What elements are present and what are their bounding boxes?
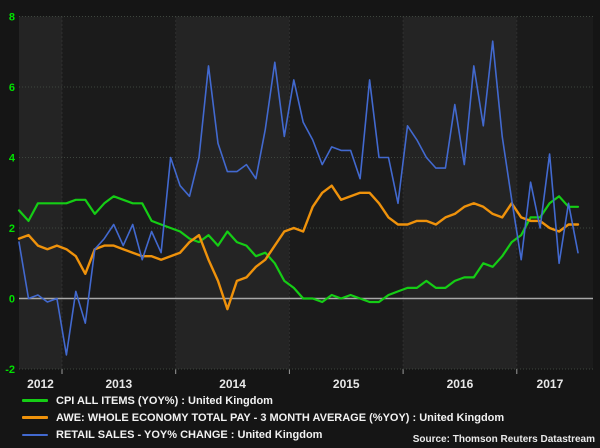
legend-item-cpi: CPI ALL ITEMS (YOY%) : United Kingdom	[22, 392, 504, 409]
x-axis-label-2014: 2014	[219, 377, 246, 391]
y-axis-label-4: 4	[9, 153, 16, 165]
y-axis-label-2: 2	[9, 223, 15, 235]
awe-line	[17, 184, 580, 311]
x-axis-label-2013: 2013	[105, 377, 132, 391]
retail-legend-label: RETAIL SALES - YOY% CHANGE : United King…	[56, 428, 323, 441]
x-axis-label-2015: 2015	[333, 377, 360, 391]
legend-item-retail: RETAIL SALES - YOY% CHANGE : United King…	[22, 426, 504, 443]
y-axis-label-6: 6	[9, 82, 15, 94]
retail-line	[18, 40, 579, 356]
source-credit: Source: Thomson Reuters Datastream	[412, 434, 595, 445]
cpi-legend-label: CPI ALL ITEMS (YOY%) : United Kingdom	[56, 394, 273, 407]
legend-item-awe: AWE: WHOLE ECONOMY TOTAL PAY - 3 MONTH A…	[22, 409, 504, 426]
y-axis-label-8: 8	[9, 12, 15, 24]
x-axis-label-2017: 2017	[537, 377, 564, 391]
year-band-2014	[175, 16, 290, 369]
year-band-2012	[19, 16, 62, 369]
awe-line-swatch	[22, 416, 48, 419]
year-band-2016	[403, 16, 517, 369]
year-band-2015	[289, 16, 404, 369]
retail-line-swatch	[22, 433, 48, 436]
chart-legend: CPI ALL ITEMS (YOY%) : United Kingdom AW…	[22, 392, 504, 443]
awe-legend-label: AWE: WHOLE ECONOMY TOTAL PAY - 3 MONTH A…	[56, 411, 505, 424]
y-axis-label-0: 0	[9, 294, 15, 306]
year-band-2013	[62, 16, 176, 369]
x-axis-label-2012: 2012	[27, 377, 54, 391]
year-band-2017	[516, 16, 593, 369]
y-axis-label--2: -2	[5, 364, 15, 376]
cpi-line	[17, 195, 580, 304]
cpi-line-swatch	[22, 399, 48, 402]
x-axis-label-2016: 2016	[447, 377, 474, 391]
